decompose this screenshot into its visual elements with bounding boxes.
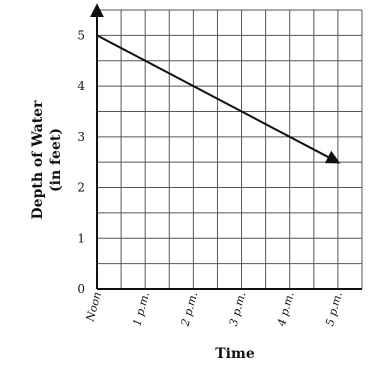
data-series xyxy=(96,34,341,164)
y-tick-labels: 0 1 2 3 4 5 xyxy=(77,28,85,296)
grid-lines xyxy=(97,9,363,289)
y-axis-title-line-1: Depth of Water xyxy=(30,100,46,220)
x-tick-label: 4 p.m. xyxy=(275,290,297,328)
x-tick-label: 2 p.m. xyxy=(178,290,200,328)
y-axis-title: Depth of Water (in feet) xyxy=(30,100,64,220)
axes xyxy=(90,3,362,290)
y-axis-title-line-2: (in feet) xyxy=(48,128,64,192)
x-tick-label: Noon xyxy=(83,290,104,323)
y-tick-label: 4 xyxy=(77,79,85,93)
y-tick-label: 1 xyxy=(77,231,85,245)
x-tick-label: 5 p.m. xyxy=(323,290,345,327)
x-axis-title: Time xyxy=(215,346,255,362)
y-tick-label: 5 xyxy=(77,28,85,42)
y-tick-label: 2 xyxy=(77,181,85,195)
series-line xyxy=(96,34,341,164)
x-tick-label: 3 p.m. xyxy=(227,290,249,327)
y-tick-label: 3 xyxy=(77,130,85,144)
x-tick-labels: Noon 1 p.m. 2 p.m. 3 p.m. 4 p.m. 5 p.m. xyxy=(83,290,344,328)
x-tick-label: 1 p.m. xyxy=(130,290,152,327)
y-tick-label: 0 xyxy=(77,282,85,296)
